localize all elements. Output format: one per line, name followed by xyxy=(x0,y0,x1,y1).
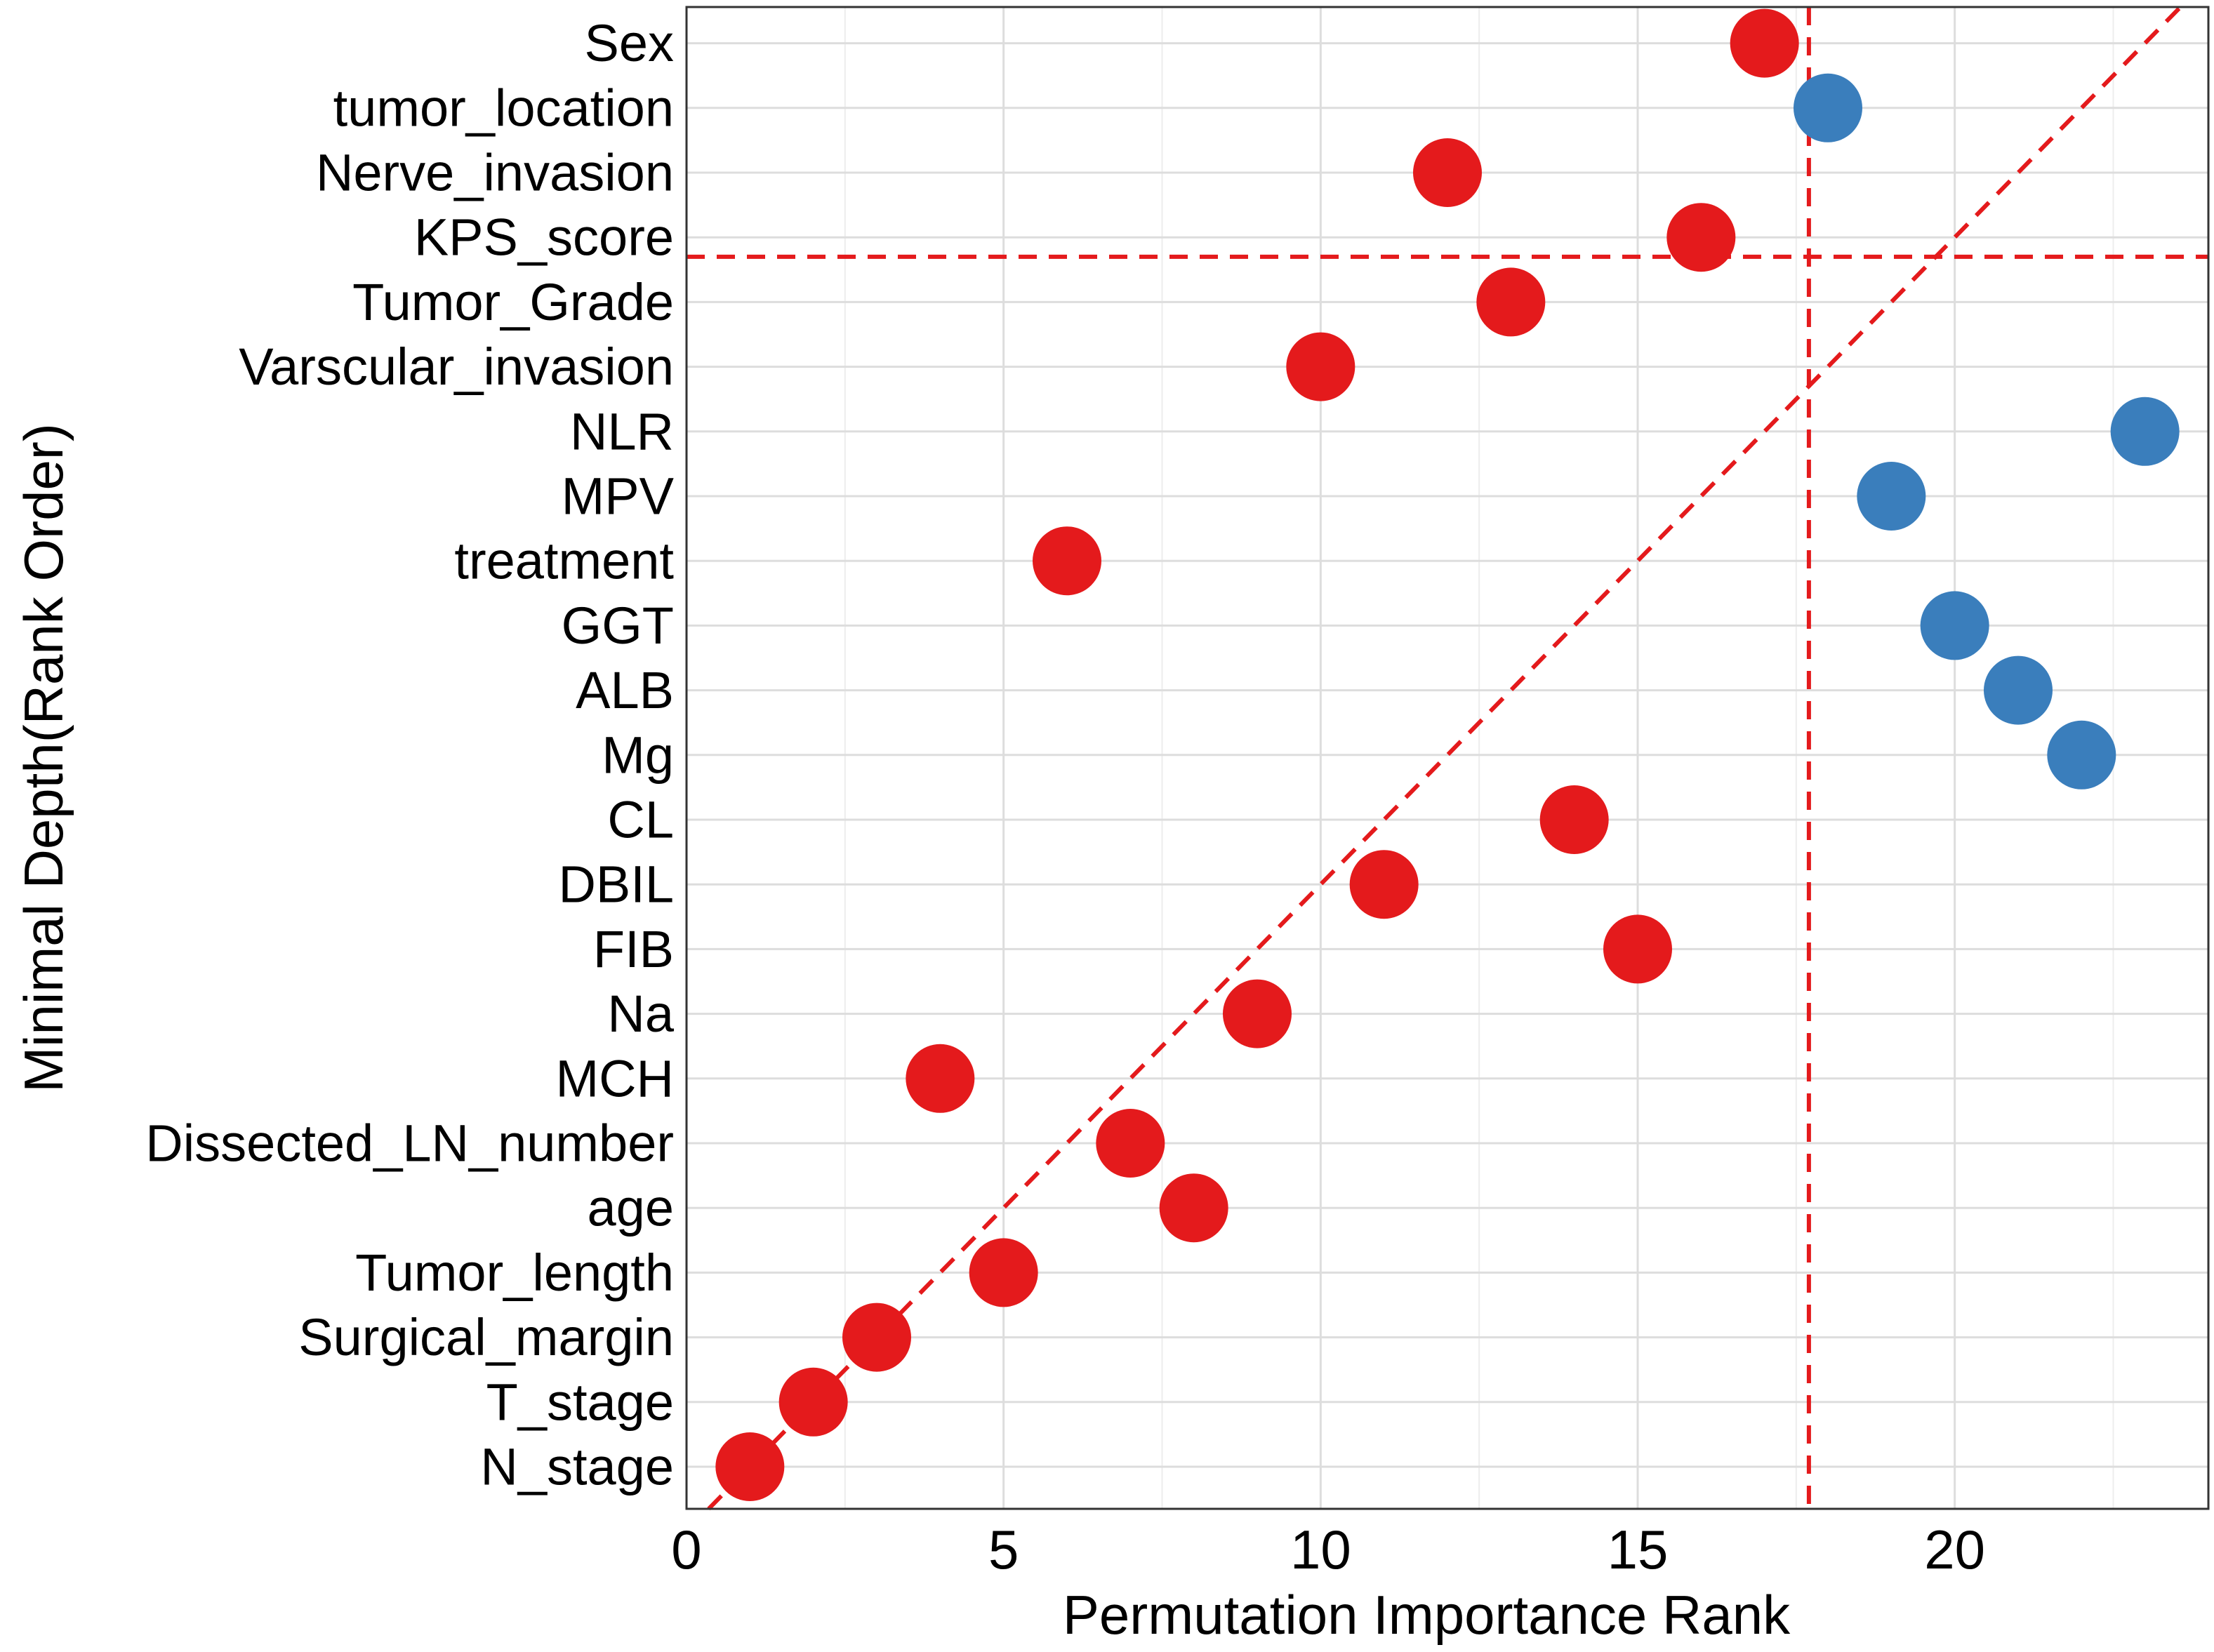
point-treatment xyxy=(1033,526,1101,596)
point-cl xyxy=(1539,785,1609,854)
point-tumor-grade xyxy=(1476,267,1546,337)
y-tick-label: NLR xyxy=(570,402,674,460)
point-mg xyxy=(2047,720,2116,790)
y-tick-label: MCH xyxy=(555,1049,674,1107)
point-tumor-length xyxy=(969,1238,1038,1307)
plot-panel-border xyxy=(685,6,2210,1510)
y-tick-label: Tumor_Grade xyxy=(352,273,674,331)
point-kps-score xyxy=(1666,203,1736,272)
point-fib xyxy=(1603,914,1672,984)
point-ggt xyxy=(1920,591,1989,660)
y-tick-label: MPV xyxy=(562,467,675,526)
y-tick-label: treatment xyxy=(454,532,674,590)
y-tick-labels: N_stage T_stage Surgical_margin Tumor_lengt… xyxy=(145,14,675,1496)
x-tick-label: 10 xyxy=(1290,1519,1351,1580)
y-tick-label: FIB xyxy=(593,920,674,978)
point-nlr xyxy=(2110,397,2180,466)
y-tick-label: Sex xyxy=(584,14,674,72)
point-mch xyxy=(906,1044,975,1113)
point-dissected-ln-number xyxy=(1096,1109,1165,1178)
y-tick-label: Varscular_invasion xyxy=(239,338,674,396)
reference-lines xyxy=(687,5,2208,1511)
point-varscular-invasion xyxy=(1286,332,1355,401)
y-tick-label: Dissected_LN_number xyxy=(145,1114,674,1173)
y-tick-label: Surgical_margin xyxy=(298,1308,674,1366)
x-tick-label: 15 xyxy=(1608,1519,1669,1580)
y-tick-label: Tumor_length xyxy=(355,1244,674,1302)
point-n-stage xyxy=(715,1432,785,1501)
point-mpv xyxy=(1857,462,1926,531)
y-tick-label: N_stage xyxy=(480,1438,674,1496)
point-nerve-invasion xyxy=(1413,138,1482,207)
y-tick-label: tumor_location xyxy=(333,79,674,137)
point-age xyxy=(1159,1173,1228,1243)
x-axis-title: Permutation Importance Rank xyxy=(1063,1584,1791,1646)
y-tick-label: Mg xyxy=(602,726,674,784)
y-tick-label: Na xyxy=(607,985,674,1043)
y-tick-label: CL xyxy=(607,791,674,849)
point-sex xyxy=(1730,8,1799,78)
y-tick-label: Nerve_invasion xyxy=(316,144,674,202)
y-tick-label: T_stage xyxy=(486,1373,674,1431)
x-tick-label: 0 xyxy=(671,1519,701,1580)
point-t-stage xyxy=(778,1367,848,1437)
y-tick-label: DBIL xyxy=(558,855,674,914)
y-axis-title: Minimal Depth(Rank Order) xyxy=(13,423,74,1093)
x-tick-label: 5 xyxy=(988,1519,1019,1580)
y-tick-label: age xyxy=(588,1179,674,1237)
data-points xyxy=(715,8,2180,1501)
y-tick-label: ALB xyxy=(576,661,674,719)
point-tumor-location xyxy=(1794,73,1862,142)
y-tick-label: GGT xyxy=(562,597,674,655)
point-na xyxy=(1223,979,1292,1048)
y-tick-label: KPS_score xyxy=(414,208,674,267)
x-tick-label: 20 xyxy=(1924,1519,1985,1580)
point-surgical-margin xyxy=(842,1303,911,1372)
point-alb xyxy=(1984,655,2053,725)
x-tick-labels: 0 5 10 15 20 xyxy=(671,1519,1985,1580)
point-dbil xyxy=(1349,850,1419,919)
